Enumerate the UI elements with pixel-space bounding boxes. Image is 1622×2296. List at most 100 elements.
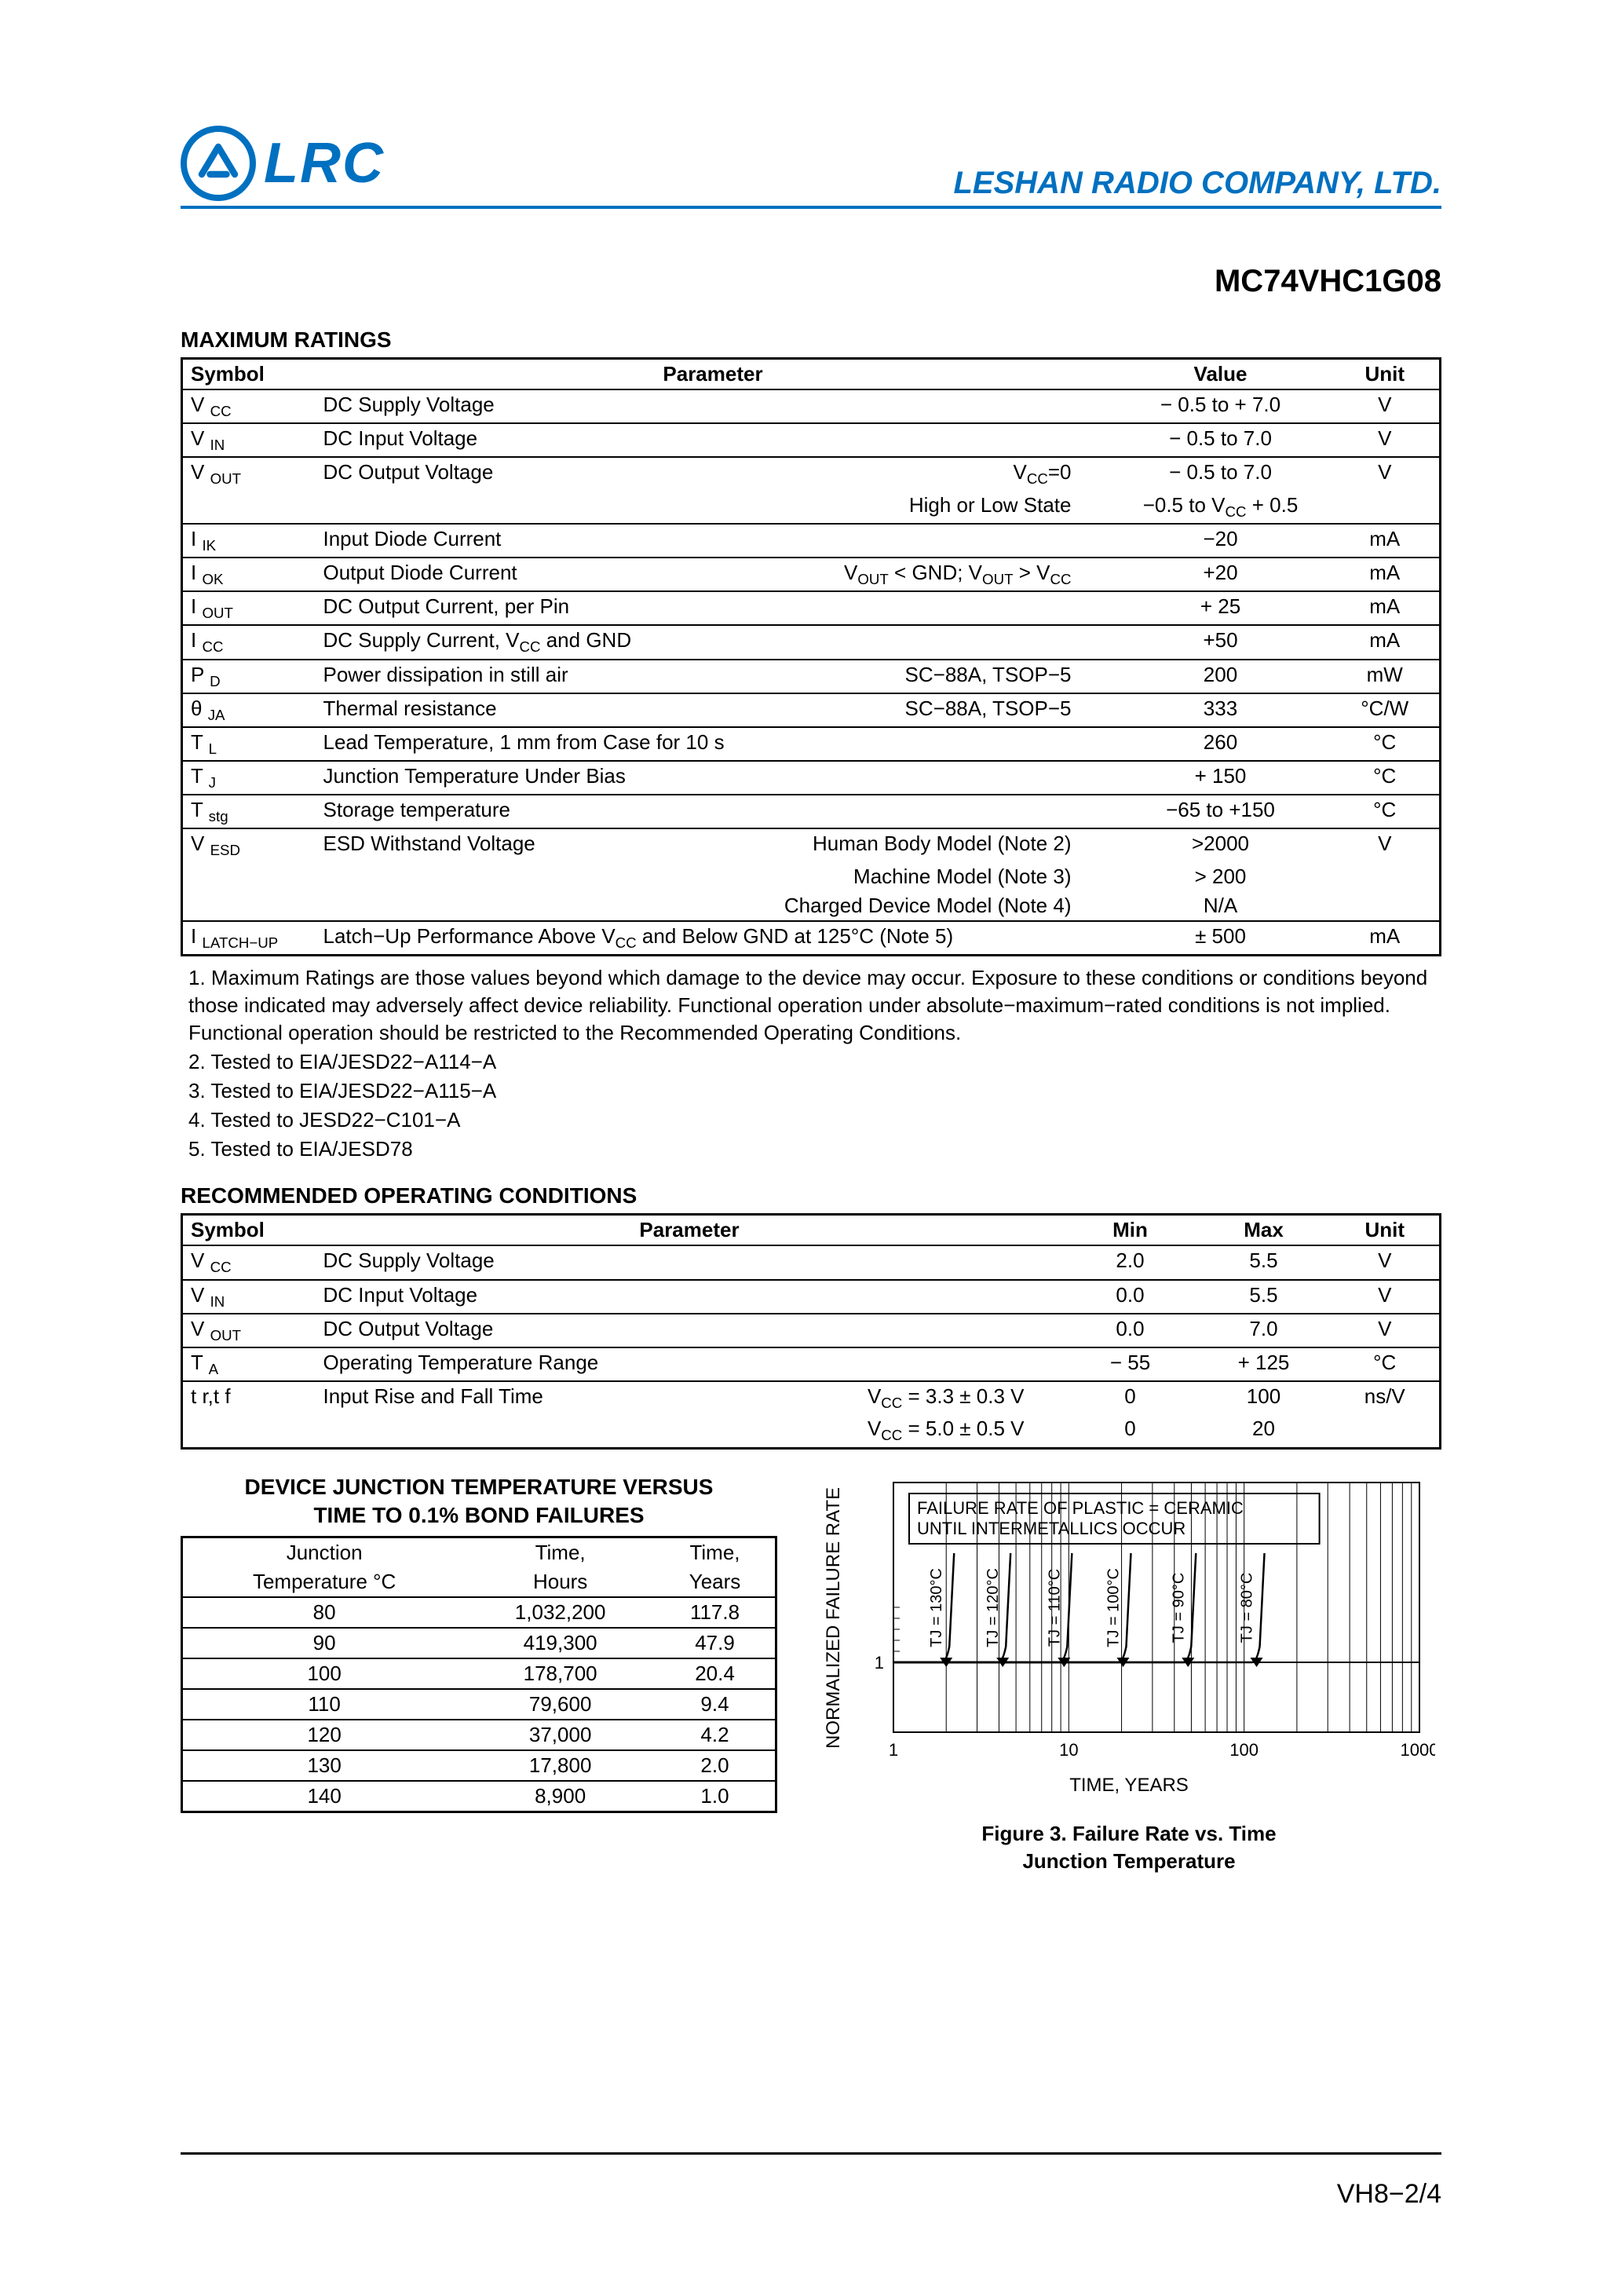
cell-param: Machine Model (Note 3) xyxy=(316,862,1111,891)
cell-symbol: V OUT xyxy=(182,457,316,490)
cell-param: Input Rise and Fall TimeVCC = 3.3 ± 0.3 … xyxy=(316,1381,1064,1414)
note-line: 5. Tested to EIA/JESD78 xyxy=(188,1135,1441,1163)
jcell: 80 xyxy=(182,1597,466,1628)
cell-symbol: t r,t f xyxy=(182,1381,316,1414)
cell-param: DC Output VoltageVCC=0 xyxy=(316,457,1111,490)
cell-symbol: V IN xyxy=(182,423,316,457)
cell-value: > 200 xyxy=(1111,862,1331,891)
jcol1a: Time, xyxy=(466,1537,655,1568)
cell-param: DC Input Voltage xyxy=(316,423,1111,457)
rec-op-title: RECOMMENDED OPERATING CONDITIONS xyxy=(181,1183,1441,1208)
col-value: Value xyxy=(1111,359,1331,390)
cell-param: Lead Temperature, 1 mm from Case for 10 … xyxy=(316,727,1111,761)
fig-caption-2: Junction Temperature xyxy=(981,1848,1276,1875)
cell-param: Operating Temperature Range xyxy=(316,1347,1064,1381)
cell-min: 0 xyxy=(1064,1381,1197,1414)
cell-unit: V xyxy=(1331,1280,1441,1314)
cell-param: Latch−Up Performance Above VCC and Below… xyxy=(316,921,1111,956)
svg-text:1: 1 xyxy=(875,1653,884,1673)
svg-text:UNTIL INTERMETALLICS OCCUR: UNTIL INTERMETALLICS OCCUR xyxy=(917,1519,1185,1538)
cell-value: 200 xyxy=(1111,660,1331,693)
jcell: 120 xyxy=(182,1720,466,1750)
jcol0a: Junction xyxy=(182,1537,466,1568)
cell-param: High or Low State xyxy=(316,491,1111,524)
cell-unit: °C xyxy=(1331,761,1441,795)
jcell: 4.2 xyxy=(655,1720,776,1750)
cell-unit: V xyxy=(1331,389,1441,423)
svg-text:TJ = 130°C: TJ = 130°C xyxy=(928,1568,945,1647)
note-line: 3. Tested to EIA/JESD22−A115−A xyxy=(188,1077,1441,1105)
jcell: 178,700 xyxy=(466,1658,655,1689)
cell-symbol: I CC xyxy=(182,625,316,659)
fig-caption-1: Figure 3. Failure Rate vs. Time xyxy=(981,1820,1276,1848)
jcell: 140 xyxy=(182,1781,466,1812)
junction-block: DEVICE JUNCTION TEMPERATURE VERSUS TIME … xyxy=(181,1473,777,1814)
cell-max: 7.0 xyxy=(1197,1314,1331,1347)
cell-min: 2.0 xyxy=(1064,1245,1197,1279)
cell-value: ± 500 xyxy=(1111,921,1331,956)
cell-min: 0.0 xyxy=(1064,1280,1197,1314)
jcell: 1.0 xyxy=(655,1781,776,1812)
cell-unit: mA xyxy=(1331,625,1441,659)
cell-param: ESD Withstand VoltageHuman Body Model (N… xyxy=(316,828,1111,861)
jcol2b: Years xyxy=(655,1567,776,1597)
cell-value: +50 xyxy=(1111,625,1331,659)
cell-value: −20 xyxy=(1111,524,1331,558)
cell-value: +20 xyxy=(1111,558,1331,591)
cell-unit: mA xyxy=(1331,921,1441,956)
cell-param: Thermal resistanceSC−88A, TSOP−5 xyxy=(316,693,1111,727)
max-ratings-notes: 1. Maximum Ratings are those values beyo… xyxy=(188,964,1441,1164)
cell-param: DC Output Voltage xyxy=(316,1314,1064,1347)
col-unit: Unit xyxy=(1331,1215,1441,1246)
rec-op-table: Symbol Parameter Min Max Unit V CCDC Sup… xyxy=(181,1213,1441,1449)
junction-table: Junction Time, Time, Temperature °C Hour… xyxy=(181,1536,777,1813)
cell-symbol: V ESD xyxy=(182,828,316,861)
cell-param: Input Diode Current xyxy=(316,524,1111,558)
chart-block: NORMALIZED FAILURE RATE 11010010001FAILU… xyxy=(816,1473,1441,1875)
jcol1b: Hours xyxy=(466,1567,655,1597)
cell-max: 20 xyxy=(1197,1414,1331,1448)
cell-unit: ns/V xyxy=(1331,1381,1441,1414)
col-unit: Unit xyxy=(1331,359,1441,390)
jcell: 47.9 xyxy=(655,1628,776,1658)
part-number: MC74VHC1G08 xyxy=(181,264,1441,299)
cell-symbol xyxy=(182,491,316,524)
cell-value: + 25 xyxy=(1111,591,1331,625)
cell-param: Power dissipation in still airSC−88A, TS… xyxy=(316,660,1111,693)
junction-title-2: TIME TO 0.1% BOND FAILURES xyxy=(181,1501,777,1530)
cell-unit: V xyxy=(1331,457,1441,490)
cell-value: 260 xyxy=(1111,727,1331,761)
cell-param: DC Input Voltage xyxy=(316,1280,1064,1314)
cell-min: 0.0 xyxy=(1064,1314,1197,1347)
max-ratings-table: Symbol Parameter Value Unit V CCDC Suppl… xyxy=(181,357,1441,956)
cell-symbol: V CC xyxy=(182,389,316,423)
cell-max: 100 xyxy=(1197,1381,1331,1414)
col-symbol: Symbol xyxy=(182,1215,316,1246)
cell-param: Charged Device Model (Note 4) xyxy=(316,891,1111,921)
cell-symbol xyxy=(182,1414,316,1448)
col-symbol: Symbol xyxy=(182,359,316,390)
cell-value: − 0.5 to + 7.0 xyxy=(1111,389,1331,423)
note-line: 4. Tested to JESD22−C101−A xyxy=(188,1106,1441,1134)
jcell: 110 xyxy=(182,1689,466,1720)
cell-symbol: I OUT xyxy=(182,591,316,625)
jcol2a: Time, xyxy=(655,1537,776,1568)
cell-unit: V xyxy=(1331,423,1441,457)
cell-unit xyxy=(1331,491,1441,524)
svg-text:TJ = 90°C: TJ = 90°C xyxy=(1170,1572,1187,1643)
page-number: VH8−2/4 xyxy=(1337,2179,1441,2210)
cell-symbol: V IN xyxy=(182,1280,316,1314)
cell-symbol: P D xyxy=(182,660,316,693)
note-line: 1. Maximum Ratings are those values beyo… xyxy=(188,964,1441,1047)
jcell: 419,300 xyxy=(466,1628,655,1658)
cell-unit: V xyxy=(1331,828,1441,861)
cell-min: 0 xyxy=(1064,1414,1197,1448)
cell-symbol: T L xyxy=(182,727,316,761)
cell-unit: °C xyxy=(1331,795,1441,828)
cell-symbol: T A xyxy=(182,1347,316,1381)
cell-unit xyxy=(1331,862,1441,891)
cell-param: DC Output Current, per Pin xyxy=(316,591,1111,625)
jcell: 8,900 xyxy=(466,1781,655,1812)
cell-value: − 0.5 to 7.0 xyxy=(1111,457,1331,490)
cell-max: 5.5 xyxy=(1197,1280,1331,1314)
